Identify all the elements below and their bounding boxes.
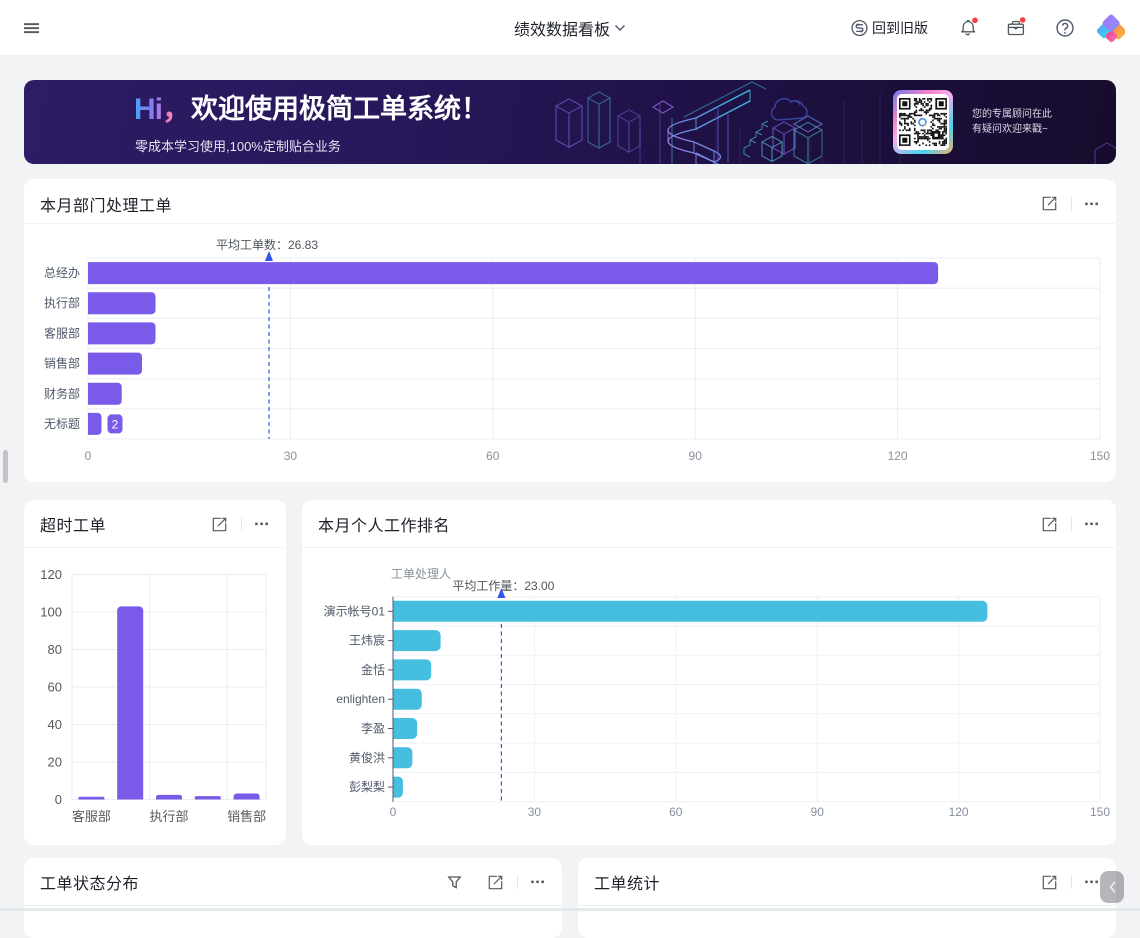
svg-text:0: 0: [55, 792, 62, 807]
svg-text:彭梨梨: 彭梨梨: [349, 780, 385, 794]
svg-text:20: 20: [48, 755, 62, 770]
svg-text:90: 90: [689, 449, 703, 463]
svg-text:120: 120: [949, 805, 969, 819]
svg-text:演示帐号01: 演示帐号01: [324, 603, 386, 618]
svg-text:100: 100: [40, 605, 62, 620]
svg-text:90: 90: [811, 805, 825, 819]
svg-text:无标题: 无标题: [44, 417, 80, 431]
svg-text:120: 120: [888, 449, 908, 463]
svg-text:60: 60: [486, 449, 500, 463]
svg-text:黄俊洪: 黄俊洪: [349, 750, 385, 765]
svg-text:金恬: 金恬: [361, 662, 385, 677]
svg-text:30: 30: [528, 805, 542, 819]
svg-text:李盈: 李盈: [361, 721, 385, 736]
svg-text:30: 30: [284, 449, 298, 463]
svg-text:财务部: 财务部: [44, 386, 80, 401]
svg-text:150: 150: [1090, 449, 1110, 463]
svg-text:60: 60: [669, 805, 683, 819]
svg-text:150: 150: [1090, 805, 1110, 819]
svg-text:2: 2: [112, 417, 119, 431]
svg-text:0: 0: [85, 449, 92, 463]
svg-text:销售部: 销售部: [227, 809, 266, 824]
svg-text:平均工单数：26.83: 平均工单数：26.83: [216, 237, 318, 252]
svg-text:enlighten: enlighten: [336, 692, 385, 706]
svg-text:总经办: 总经办: [44, 265, 80, 280]
svg-text:工单处理人: 工单处理人: [391, 567, 451, 581]
svg-text:执行部: 执行部: [44, 295, 80, 310]
svg-text:客服部: 客服部: [44, 325, 80, 340]
svg-text:40: 40: [48, 717, 62, 732]
svg-text:执行部: 执行部: [149, 809, 188, 824]
svg-text:60: 60: [48, 680, 62, 695]
svg-text:王炜宸: 王炜宸: [349, 633, 385, 648]
svg-text:120: 120: [40, 567, 62, 582]
svg-text:80: 80: [48, 642, 62, 657]
svg-text:0: 0: [390, 805, 397, 819]
svg-text:销售部: 销售部: [44, 356, 80, 371]
svg-text:客服部: 客服部: [72, 809, 111, 824]
svg-text:平均工作量：23.00: 平均工作量：23.00: [452, 579, 554, 593]
